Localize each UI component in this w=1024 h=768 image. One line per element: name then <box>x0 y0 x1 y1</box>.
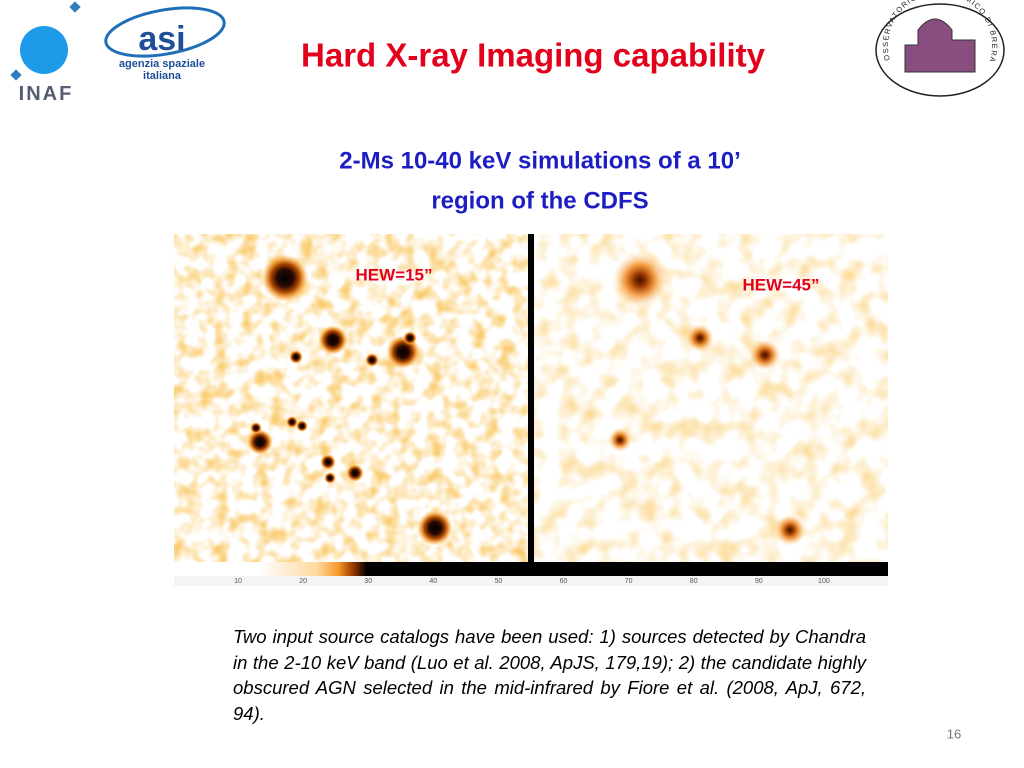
subtitle-line: 2-Ms 10-40 keV simulations of a 10’ <box>339 147 741 174</box>
colorbar-tick-label: 20 <box>299 578 307 585</box>
colorbar <box>174 562 888 576</box>
simulation-figure: HEW=15” HEW=45” 10 20 30 40 50 60 70 80 90 100 <box>174 234 888 586</box>
source <box>318 325 348 355</box>
source <box>749 339 781 371</box>
inaf-logo: INAF <box>10 1 81 105</box>
inaf-text: INAF <box>19 83 74 105</box>
image-noise <box>534 234 888 562</box>
colorbar-tick-label: 90 <box>755 578 763 585</box>
source <box>365 353 379 367</box>
colorbar-tick-label: 10 <box>234 578 242 585</box>
source <box>296 420 308 432</box>
colorbar-tick-label: 50 <box>495 578 503 585</box>
caption: Two input source catalogs have been used… <box>233 626 866 724</box>
colorbar-tick-label: 80 <box>690 578 698 585</box>
asi-name: agenzia spaziale <box>119 58 205 70</box>
asi-text: asi <box>138 20 185 58</box>
source <box>608 428 632 452</box>
source <box>612 252 668 308</box>
source <box>686 324 714 352</box>
source <box>774 514 806 546</box>
source <box>320 454 336 470</box>
source <box>289 350 303 364</box>
divider <box>528 234 534 562</box>
source <box>324 472 336 484</box>
source <box>417 510 453 546</box>
source <box>346 464 364 482</box>
asi-logo: asi agenzia spaziale italiana <box>104 6 226 82</box>
colorbar-tick-label: 40 <box>429 578 437 585</box>
asi-name: italiana <box>143 70 182 82</box>
slide-title: Hard X-ray Imaging capability <box>301 37 766 74</box>
source <box>286 416 298 428</box>
colorbar-tick-label: 70 <box>625 578 633 585</box>
page-number: 16 <box>947 726 961 741</box>
source <box>250 422 262 434</box>
colorbar-tick-label: 30 <box>364 578 372 585</box>
panel-label: HEW=45” <box>743 275 820 294</box>
colorbar-tick-label: 100 <box>818 578 830 585</box>
panel-label: HEW=15” <box>356 265 433 284</box>
image-noise <box>174 234 528 562</box>
colorbar-tick-label: 60 <box>560 578 568 585</box>
subtitle-line: region of the CDFS <box>431 187 648 214</box>
brera-logo: OSSERVATORIO ASTRONOMICO DI BRERA <box>875 0 1005 97</box>
source <box>247 429 273 455</box>
colorbar-axis <box>174 576 888 586</box>
source <box>403 331 417 345</box>
source <box>261 254 309 302</box>
